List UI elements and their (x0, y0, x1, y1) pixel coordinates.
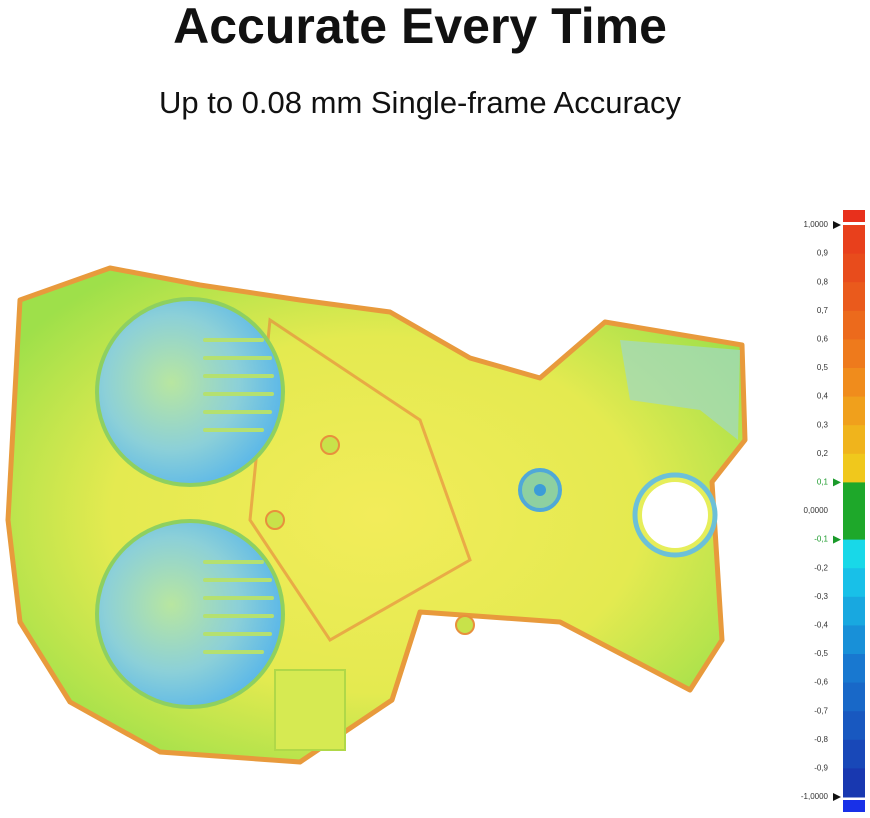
scale-band (843, 339, 865, 369)
scale-label: 0,0000 (804, 506, 829, 515)
scale-label: -0,4 (814, 621, 828, 630)
scale-band (843, 310, 865, 340)
scale-band (843, 453, 865, 483)
scale-band (843, 768, 865, 798)
scale-label: 0,8 (817, 277, 829, 286)
scale-marker (833, 221, 841, 229)
scale-label: 0,3 (817, 420, 829, 429)
scale-band (843, 539, 865, 569)
subtitle: Up to 0.08 mm Single-frame Accuracy (159, 85, 682, 120)
scale-label: 0,6 (817, 335, 829, 344)
scale-band (843, 711, 865, 741)
scale-band (843, 282, 865, 312)
scale-band (843, 568, 865, 598)
scale-label: 1,0000 (804, 220, 829, 229)
scale-label: 0,4 (817, 392, 829, 401)
scale-label: 0,1 (817, 478, 829, 487)
scale-label: 0,9 (817, 249, 829, 258)
color-scale: 1,0000 0,9 0,8 0,7 0,6 0,5 0,4 0,3 0,2 0,1 0,0000 -… (801, 210, 865, 812)
scale-band (843, 739, 865, 769)
scale-label: -0,7 (814, 706, 828, 715)
scale-label: 0,2 (817, 449, 829, 458)
under-range (843, 800, 865, 812)
scale-band (843, 654, 865, 684)
scale-band (843, 482, 865, 512)
scale-band (843, 596, 865, 626)
scale-marker (833, 793, 841, 801)
title: Accurate Every Time (173, 0, 667, 54)
scale-band (843, 511, 865, 541)
scale-label: 0,5 (817, 363, 829, 372)
scale-label: -0,1 (814, 535, 828, 544)
scale-band (843, 682, 865, 712)
scale-label: -1,0000 (801, 792, 829, 801)
scale-label: -0,2 (814, 563, 828, 572)
scale-band (843, 225, 865, 255)
scale-label: 0,7 (817, 306, 829, 315)
scale-band (843, 425, 865, 455)
over-range (843, 210, 865, 222)
scale-label: -0,9 (814, 764, 828, 773)
scale-label: -0,6 (814, 678, 828, 687)
scale-label: -0,5 (814, 649, 828, 658)
scale-band (843, 396, 865, 426)
scale-band (843, 368, 865, 398)
scale-marker (833, 478, 841, 487)
scale-label: -0,8 (814, 735, 828, 744)
scale-band (843, 253, 865, 283)
scanned-part (5, 265, 748, 765)
scale-marker (833, 535, 841, 544)
scale-label: -0,3 (814, 592, 828, 601)
scale-band (843, 625, 865, 655)
